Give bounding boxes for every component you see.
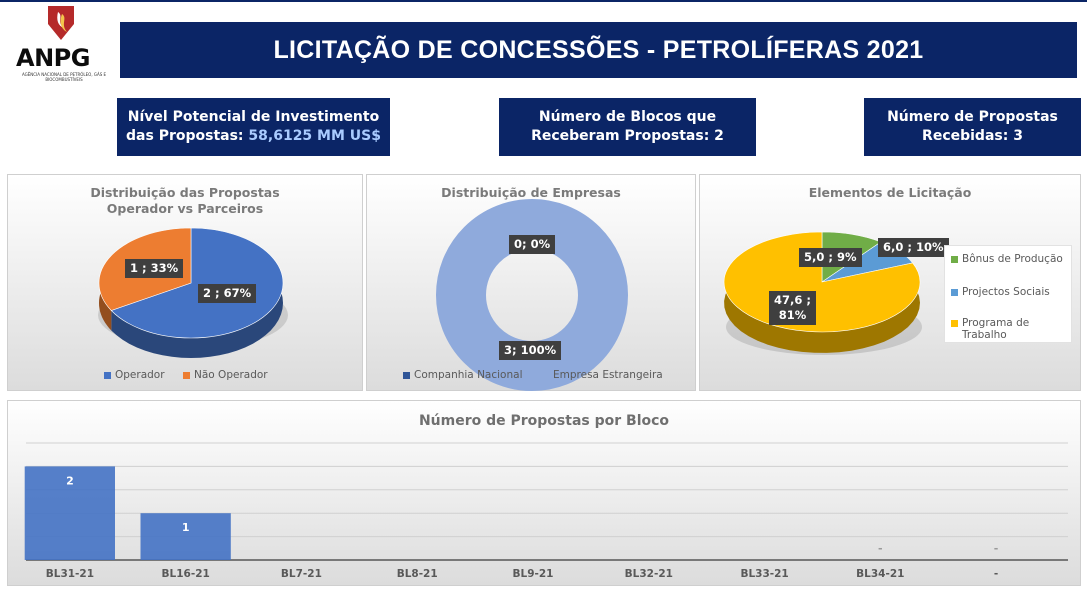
legend-bonus-producao: Bônus de Produção: [951, 253, 1063, 265]
chart-operator-title-2: Operador vs Parceiros: [106, 201, 264, 216]
legend-swatch-empresa-estrangeira: [542, 371, 549, 379]
kpi-investment-prefix: das Propostas:: [126, 128, 244, 144]
kpi-investment-line1: Nível Potencial de Investimento: [127, 109, 380, 125]
legend-label-empresa-estrangeira: Empresa Estrangeira: [553, 369, 663, 381]
donut-slice-empresa-estrangeira: [436, 199, 628, 391]
slice-label-nao-operador: 1 ; 33%: [125, 259, 184, 278]
legend-label-companhia-nacional: Companhia Nacional: [414, 369, 523, 381]
slice-label-bonus-producao: 6,0 ; 10%: [878, 238, 949, 257]
x-tick-label: BL32-21: [625, 568, 673, 580]
top-rule: [0, 0, 1087, 2]
slice-label-programa-trabalho-line2: 81%: [778, 308, 807, 322]
legend-label-operador: Operador: [115, 369, 165, 381]
legend-swatch-projectos-sociais: [951, 288, 958, 296]
slice-label-empresa-estrangeira: 3; 100%: [499, 341, 562, 360]
legend-swatch-programa-trabalho: [951, 319, 958, 327]
legend-swatch-operador: [104, 371, 111, 379]
bar-bl16-21: [140, 513, 231, 560]
pie-slice-operador: [110, 227, 284, 339]
legend-programa-trabalho-cont: Trabalho: [962, 329, 1007, 341]
legend-companhia-nacional: Companhia Nacional: [403, 369, 523, 381]
bar-label-1: 1: [182, 521, 190, 534]
chart-operator-panel: Distribuição das Propostas Operador vs P…: [7, 174, 363, 391]
legend-programa-trabalho: Programa de: [951, 317, 1029, 329]
legend-label-nao-operador: Não Operador: [194, 369, 268, 381]
kpi-blocks: Número de Blocos que Receberam Propostas…: [499, 98, 756, 156]
chart-companies-title: Distribuição de Empresas: [441, 185, 621, 200]
anpg-logo: ANPG AGÊNCIA NACIONAL DE PETRÓLEO, GÁS E…: [12, 4, 116, 90]
slice-label-companhia-nacional: 0; 0%: [509, 235, 556, 254]
kpi-proposals: Número de Propostas Recebidas: 3: [864, 98, 1081, 156]
bar-label-0: 2: [66, 474, 74, 487]
chart-operator-svg: [98, 227, 288, 358]
legend-operador: Operador: [104, 369, 165, 381]
bar-label-8: -: [994, 542, 999, 555]
kpi-investment: Nível Potencial de Investimento das Prop…: [117, 98, 390, 156]
legend-empresa-estrangeira: Empresa Estrangeira: [542, 369, 663, 381]
kpi-proposals-line2: Recebidas: 3: [922, 128, 1023, 144]
chart-operator-title-1: Distribuição das Propostas: [90, 185, 280, 200]
chart-companies-svg: [436, 199, 628, 391]
legend-label-bonus-producao: Bônus de Produção: [962, 253, 1063, 265]
slice-label-operador: 2 ; 67%: [198, 284, 257, 303]
chart-blocks-panel: Número de Propostas por Bloco 2 1 - - BL31-…: [7, 400, 1081, 586]
chart-elements-legend: Bônus de Produção Projectos Sociais Prog…: [944, 245, 1072, 343]
kpi-blocks-line1: Número de Blocos que: [538, 109, 717, 125]
legend-label-programa-trabalho-1: Programa de: [962, 317, 1030, 329]
chart-blocks-svg: 2 1 - - BL31-21 BL16-21 BL7-21 BL8-21 BL9-21 BL3…: [24, 442, 1068, 580]
legend-projectos-sociais: Projectos Sociais: [951, 286, 1050, 298]
chart-companies-panel: Distribuição de Empresas 0; 0% 3; 100% C…: [366, 174, 696, 391]
kpi-investment-value: 58,6125 MM US$: [248, 128, 381, 144]
legend-nao-operador: Não Operador: [183, 369, 268, 381]
page-title: LICITAÇÃO DE CONCESSÕES - PETROLÍFERAS 2…: [120, 22, 1077, 78]
x-tick-label: BL9-21: [513, 568, 554, 580]
kpi-proposals-line1: Número de Propostas: [887, 109, 1058, 125]
kpi-blocks-line2: Receberam Propostas: 2: [531, 128, 724, 144]
chart-elements-panel: Elementos de Licitação 6,0 ; 10% 5,0 ; 9…: [699, 174, 1081, 391]
legend-swatch-nao-operador: [183, 371, 190, 379]
x-tick-label: BL31-21: [46, 568, 94, 580]
logo-tagline: AGÊNCIA NACIONAL DE PETRÓLEO, GÁS E BIOC…: [21, 72, 107, 82]
slice-label-projectos-sociais: 5,0 ; 9%: [799, 248, 862, 267]
kpi-investment-line2: das Propostas: 58,6125 MM US$: [126, 127, 381, 146]
chart-elements-title: Elementos de Licitação: [808, 185, 972, 200]
logo-emblem-icon: [48, 6, 74, 40]
legend-swatch-companhia-nacional: [403, 371, 410, 379]
x-tick-label: BL16-21: [162, 568, 210, 580]
legend-label-projectos-sociais: Projectos Sociais: [962, 286, 1050, 298]
x-tick-label: -: [994, 568, 998, 580]
legend-swatch-bonus-producao: [951, 255, 958, 263]
bar-bl31-21: [24, 466, 116, 560]
x-tick-label: BL33-21: [740, 568, 788, 580]
slice-label-programa-trabalho-line1: 47,6 ;: [774, 293, 811, 307]
logo-brand: ANPG: [16, 44, 90, 72]
x-tick-label: BL7-21: [281, 568, 322, 580]
slice-label-programa-trabalho: 47,6 ; 81%: [769, 291, 816, 325]
chart-blocks-title: Número de Propostas por Bloco: [418, 413, 670, 429]
bar-label-7: -: [878, 542, 883, 555]
legend-label-programa-trabalho-2: Trabalho: [962, 329, 1007, 341]
x-tick-label: BL34-21: [856, 568, 904, 580]
x-tick-label: BL8-21: [397, 568, 438, 580]
